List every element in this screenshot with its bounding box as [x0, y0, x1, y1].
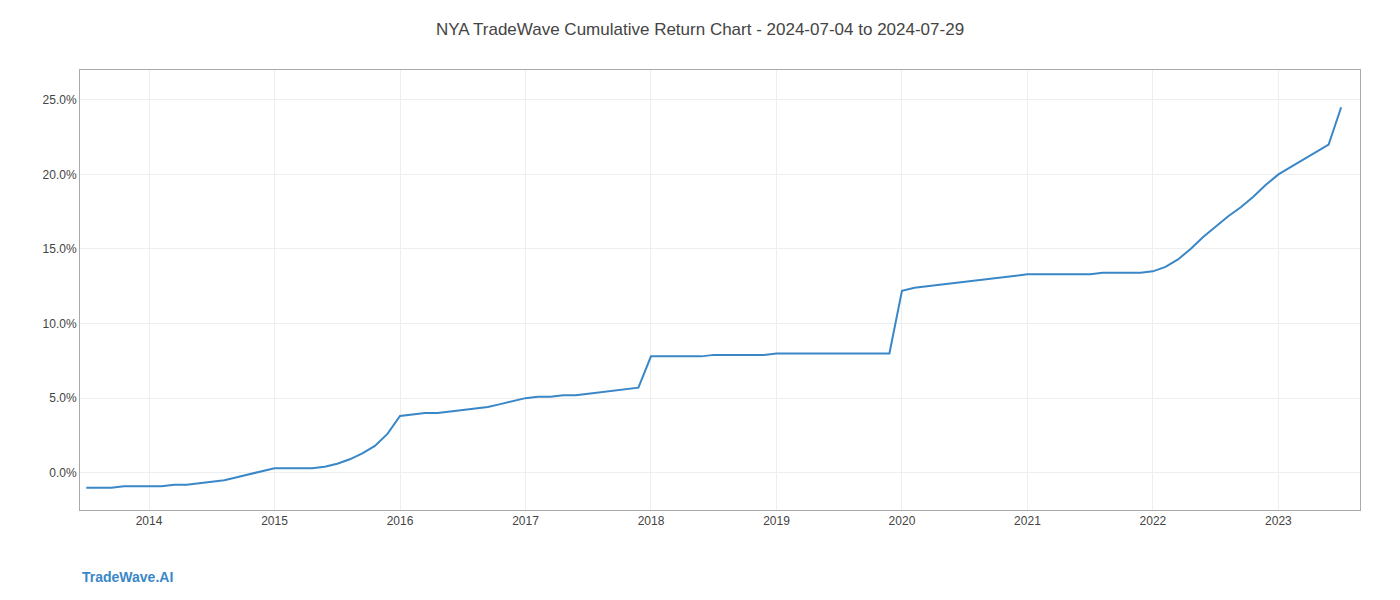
svg-text:15.0%: 15.0% — [43, 242, 77, 256]
svg-text:2020: 2020 — [889, 514, 916, 528]
svg-text:0.0%: 0.0% — [49, 466, 77, 480]
svg-text:2014: 2014 — [136, 514, 163, 528]
svg-text:20.0%: 20.0% — [43, 168, 77, 182]
svg-text:2015: 2015 — [261, 514, 288, 528]
svg-text:2021: 2021 — [1014, 514, 1041, 528]
svg-text:25.0%: 25.0% — [43, 93, 77, 107]
svg-text:2019: 2019 — [763, 514, 790, 528]
svg-text:NYA TradeWave Cumulative Retur: NYA TradeWave Cumulative Return Chart - … — [436, 20, 964, 39]
svg-text:2022: 2022 — [1140, 514, 1167, 528]
svg-text:TradeWave.AI: TradeWave.AI — [82, 569, 173, 585]
svg-text:10.0%: 10.0% — [43, 317, 77, 331]
svg-text:2016: 2016 — [387, 514, 414, 528]
svg-text:2023: 2023 — [1265, 514, 1292, 528]
svg-text:5.0%: 5.0% — [49, 391, 77, 405]
svg-text:2017: 2017 — [512, 514, 539, 528]
svg-text:2018: 2018 — [638, 514, 665, 528]
